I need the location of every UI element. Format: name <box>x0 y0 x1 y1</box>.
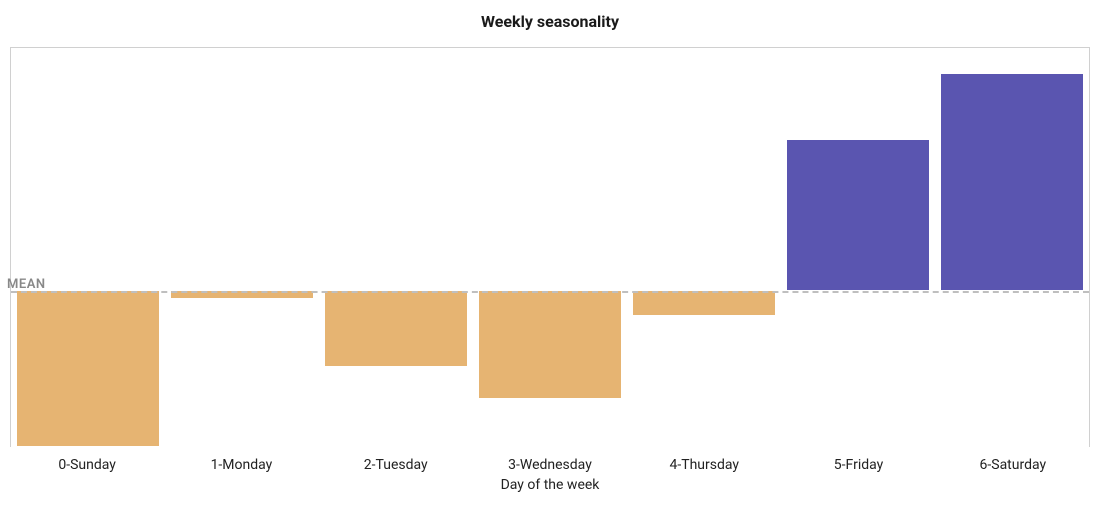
bar-slot <box>627 48 781 447</box>
bar-slot <box>473 48 627 447</box>
bar-slot <box>319 48 473 447</box>
x-tick: 4-Thursday <box>627 457 781 473</box>
bar-slot <box>781 48 935 447</box>
x-tick: 1-Monday <box>164 457 318 473</box>
chart-plot-area: MEAN <box>10 47 1090 447</box>
bars-group <box>11 48 1089 447</box>
x-tick: 5-Friday <box>781 457 935 473</box>
bar-thursday <box>633 291 775 315</box>
bar-slot <box>165 48 319 447</box>
bar-friday <box>787 140 929 290</box>
x-tick: 3-Wednesday <box>473 457 627 473</box>
chart-title: Weekly seasonality <box>0 0 1100 39</box>
bar-wednesday <box>479 291 621 398</box>
x-axis: 0-Sunday 1-Monday 2-Tuesday 3-Wednesday … <box>10 447 1090 473</box>
x-tick: 0-Sunday <box>10 457 164 473</box>
mean-label: MEAN <box>7 277 46 293</box>
x-tick: 6-Saturday <box>936 457 1090 473</box>
bar-tuesday <box>325 291 467 366</box>
bar-sunday <box>17 291 159 446</box>
x-axis-label: Day of the week <box>0 477 1100 493</box>
bar-slot <box>11 48 165 447</box>
bar-slot <box>935 48 1089 447</box>
bar-saturday <box>941 74 1083 290</box>
x-tick: 2-Tuesday <box>319 457 473 473</box>
mean-line: MEAN <box>11 291 1089 293</box>
